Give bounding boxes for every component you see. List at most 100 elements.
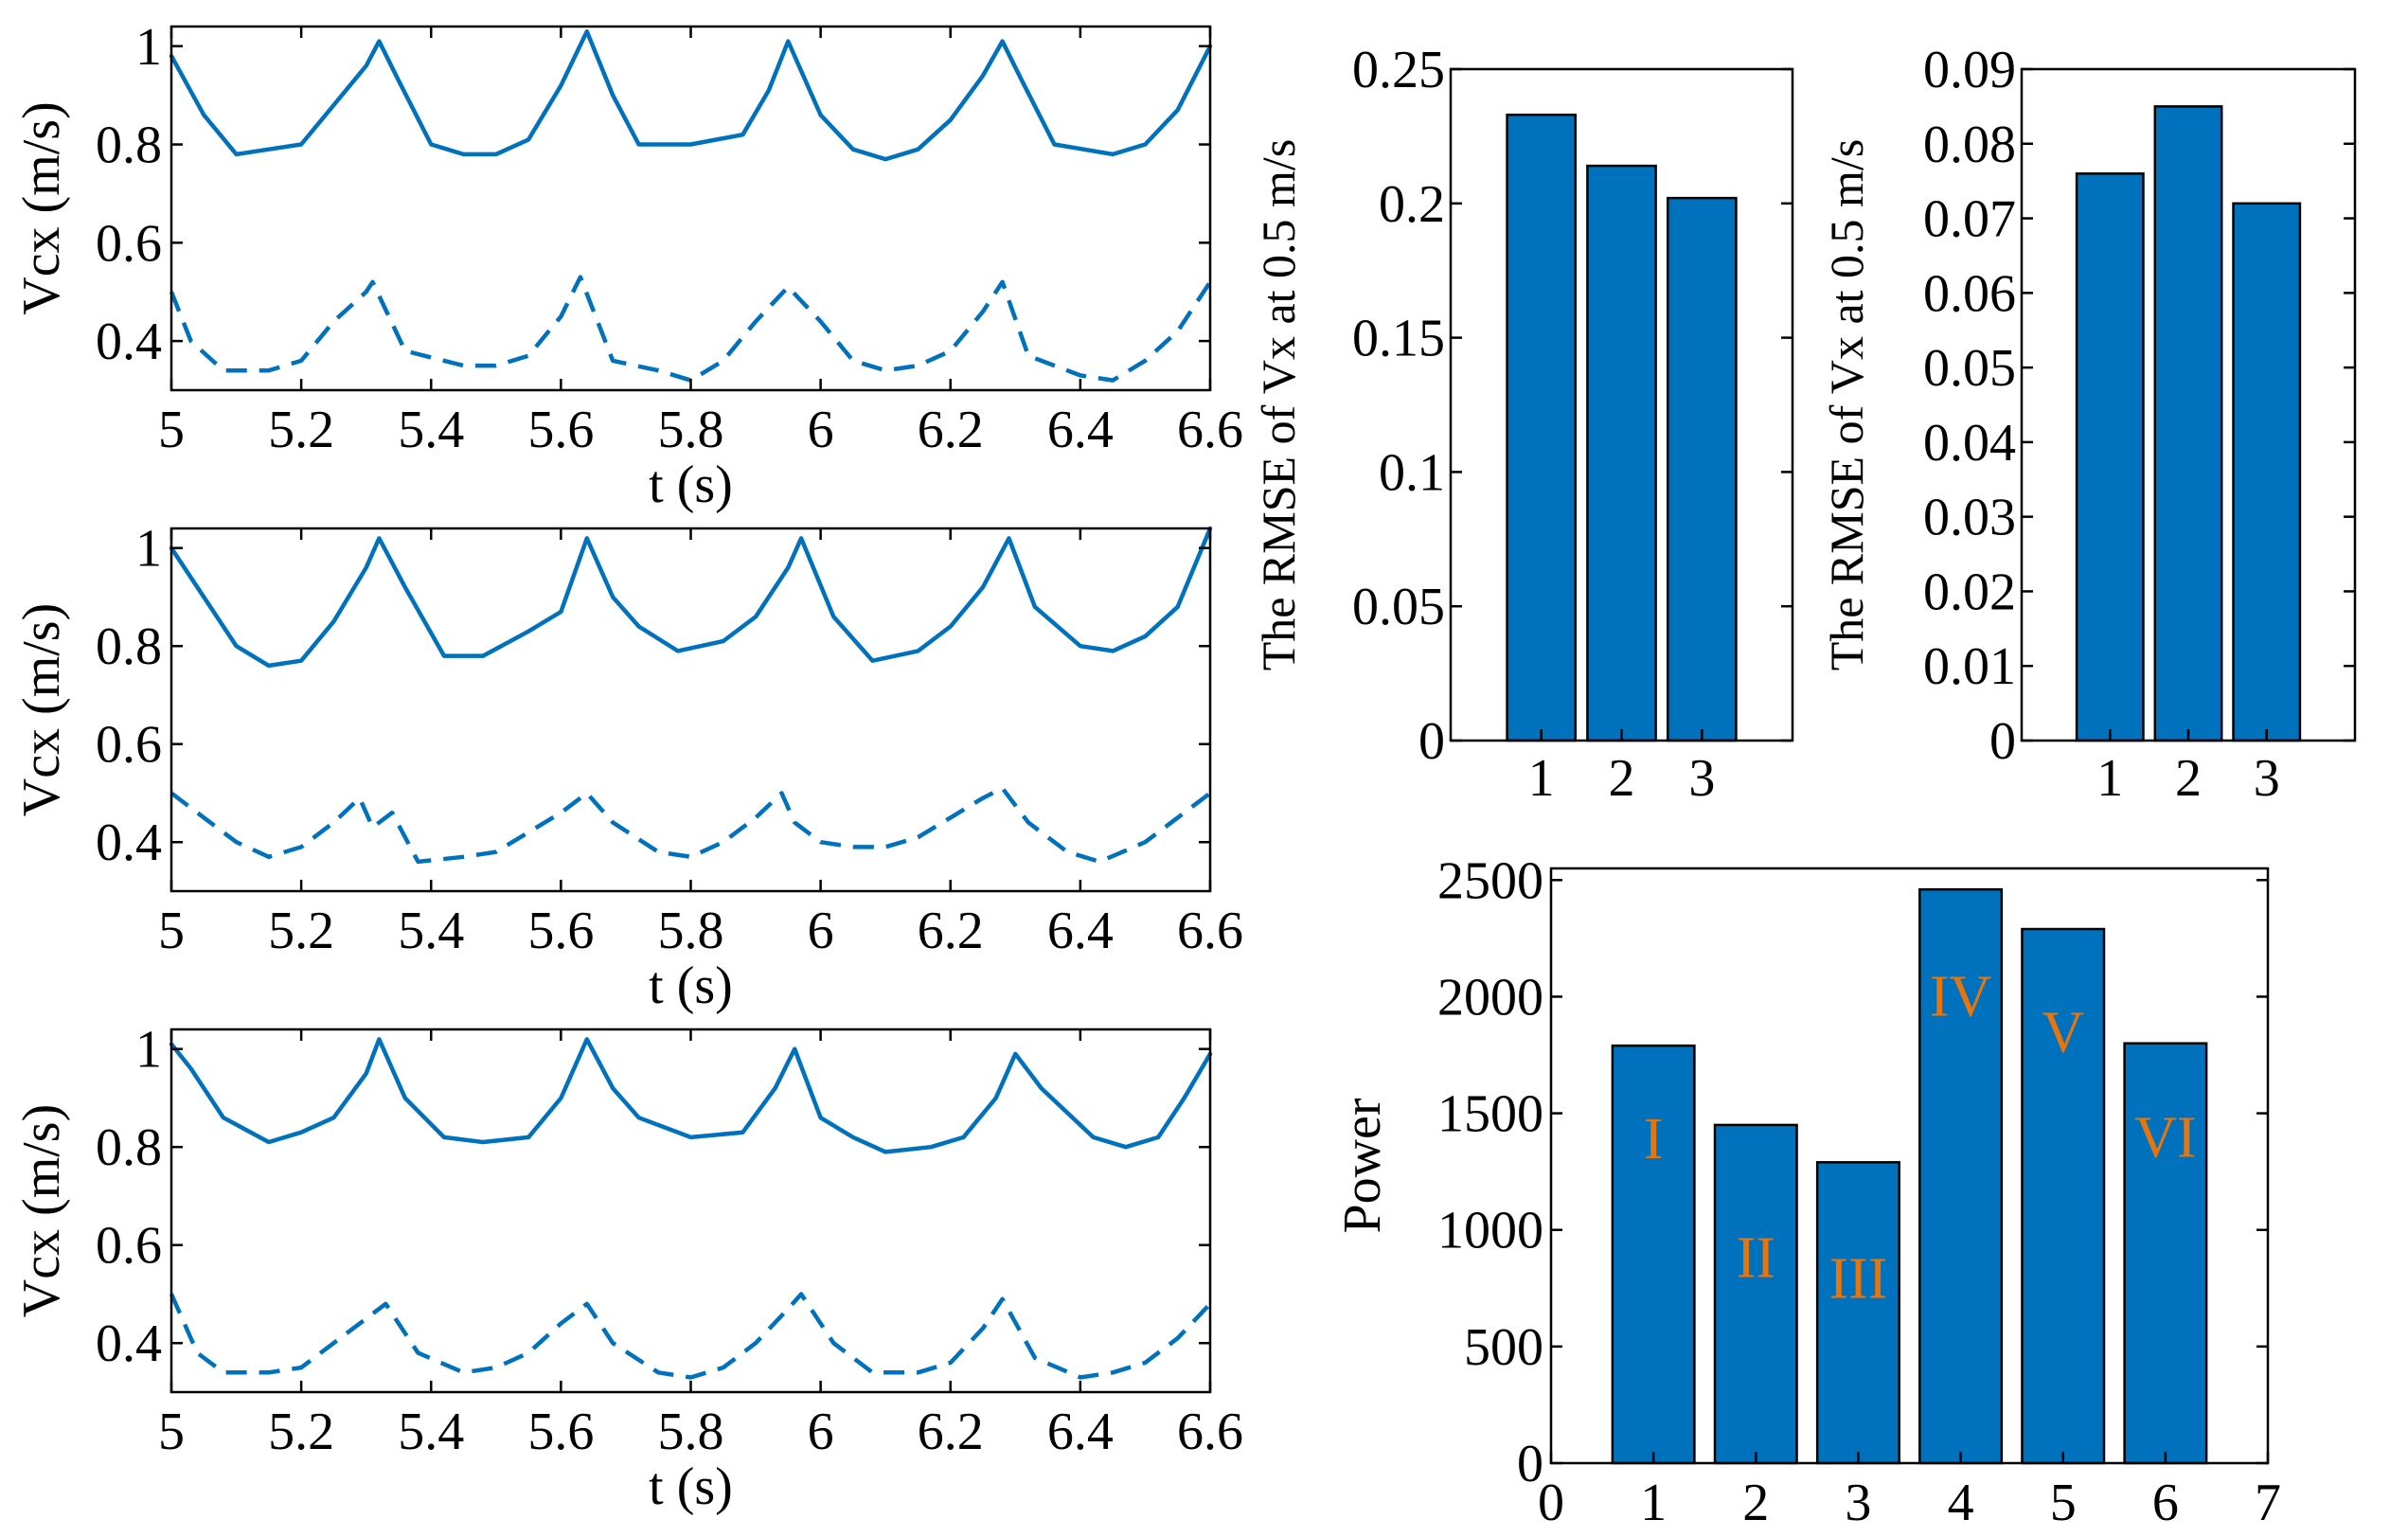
- vcx-1-xtick-label: 6.4: [1047, 401, 1114, 459]
- rmse-2-ytick-label: 0.07: [1923, 190, 2016, 249]
- power-bar-1: [1611, 1044, 1696, 1465]
- rmse-2-xtick-label: 2: [2175, 749, 2202, 808]
- vcx-1-ytick-label: 0.8: [96, 116, 162, 175]
- power-xtick-label: 4: [1948, 1474, 1974, 1532]
- vcx-1-xtick-label: 6: [808, 401, 834, 459]
- vcx-1-xtick-label: 5: [158, 401, 185, 459]
- rmse-1-xtick-label: 3: [1688, 749, 1715, 808]
- vcx-2-axes-frame: [169, 527, 1212, 893]
- rmse-1-xtick-label: 2: [1609, 749, 1635, 808]
- rmse-2-ytick-label: 0.09: [1923, 41, 2016, 99]
- vcx-1-xtick-label: 5.6: [527, 401, 594, 459]
- rmse-1-ytick-label: 0.2: [1379, 175, 1445, 234]
- power-bar-4: [1918, 887, 2004, 1465]
- vcx-1-dashed-line: [169, 275, 1212, 383]
- vcx-3-xtick-label: 6.2: [918, 1403, 984, 1461]
- power-xtick-label: 0: [1538, 1474, 1564, 1532]
- vcx-3-xtick-label: 5.8: [658, 1403, 724, 1461]
- power-axes-frame: [1549, 867, 2270, 1465]
- rmse-2-y-axis-label: The RMSE of Vx at 0.5 m/s: [1820, 139, 1873, 671]
- vcx-1-axes-frame: [169, 25, 1212, 392]
- rmse-1-ytick-label: 0.05: [1352, 578, 1445, 636]
- power-bar-label: III: [1828, 1246, 1887, 1311]
- power-bar-6: [2123, 1042, 2208, 1465]
- vcx-1-xtick-label: 5.8: [658, 401, 724, 459]
- vcx-1-xtick-label: 5.4: [398, 401, 464, 459]
- vcx-2-y-axis-label: Vcx (m/s): [12, 603, 71, 817]
- vcx-1-xtick-label: 6.6: [1177, 401, 1243, 459]
- vcx-2-xtick-label: 5.2: [268, 902, 334, 960]
- vcx-2-solid-line: [169, 526, 1213, 669]
- vcx-3-ytick-label: 0.8: [96, 1118, 162, 1177]
- rmse-2-ytick-label: 0.03: [1923, 489, 2016, 547]
- power-xtick-label: 3: [1845, 1474, 1871, 1532]
- power-ytick-label: 1500: [1437, 1085, 1543, 1144]
- power-bar-3: [1815, 1161, 1900, 1465]
- rmse-2-ytick-label: 0.04: [1923, 414, 2016, 473]
- power-ytick-label: 0: [1517, 1435, 1543, 1493]
- power-bar-label: II: [1737, 1226, 1775, 1291]
- rmse-2-bar-1: [2075, 172, 2145, 742]
- rmse-2-ytick-label: 0.05: [1923, 339, 2016, 398]
- rmse-2-bar-2: [2153, 105, 2223, 742]
- vcx-2-xtick-label: 5: [158, 902, 185, 960]
- rmse-1-ytick-label: 0.25: [1352, 41, 1445, 99]
- rmse-2-xtick-label: 1: [2096, 749, 2123, 808]
- rmse-1-y-axis-label: The RMSE of Vx at 0.5 m/s: [1252, 139, 1305, 671]
- rmse-2-ytick-label: 0.02: [1923, 563, 2016, 621]
- power-y-axis-label: Power: [1333, 1098, 1392, 1233]
- vcx-2-xtick-label: 6.4: [1047, 902, 1114, 960]
- power-xtick-label: 7: [2255, 1474, 2281, 1532]
- power-bar-label: V: [2042, 1001, 2084, 1065]
- rmse-2-ytick-label: 0: [1989, 712, 2016, 771]
- rmse-1-ytick-label: 0.1: [1379, 443, 1445, 502]
- power-xtick-label: 1: [1640, 1474, 1667, 1532]
- vcx-2-xtick-label: 6: [808, 902, 834, 960]
- power-ytick-label: 1000: [1437, 1202, 1543, 1260]
- vcx-3-ytick-label: 1: [135, 1021, 162, 1080]
- vcx-3-axes-frame: [169, 1028, 1212, 1394]
- vcx-3-xtick-label: 5.2: [268, 1403, 334, 1461]
- vcx-3-solid-line: [169, 1037, 1213, 1154]
- power-xtick-label: 5: [2050, 1474, 2077, 1532]
- power-bar-2: [1713, 1123, 1798, 1465]
- vcx-2-ytick-label: 0.8: [96, 617, 162, 676]
- power-bar-label: VI: [2134, 1105, 2196, 1170]
- rmse-2-bar-3: [2232, 202, 2302, 742]
- vcx-2-ytick-label: 0.4: [96, 813, 162, 872]
- vcx-1-y-axis-label: Vcx (m/s): [12, 101, 71, 315]
- vcx-2-xtick-label: 5.4: [398, 902, 464, 960]
- rmse-2-ytick-label: 0.06: [1923, 264, 2016, 323]
- vcx-3-ytick-label: 0.4: [96, 1314, 162, 1373]
- vcx-1-x-axis-label: t (s): [649, 456, 733, 514]
- power-ytick-label: 2500: [1437, 851, 1543, 910]
- vcx-3-y-axis-label: Vcx (m/s): [12, 1104, 71, 1318]
- vcx-2-ytick-label: 1: [135, 520, 162, 579]
- vcx-3-xtick-label: 5.6: [527, 1403, 594, 1461]
- power-xtick-label: 6: [2152, 1474, 2179, 1532]
- vcx-2-ytick-label: 0.6: [96, 716, 162, 775]
- power-ytick-label: 2000: [1437, 968, 1543, 1027]
- vcx-3-x-axis-label: t (s): [649, 1457, 733, 1516]
- vcx-1-ytick-label: 1: [135, 18, 162, 77]
- vcx-2-xtick-label: 5.6: [527, 902, 594, 960]
- vcx-2-xtick-label: 6.6: [1177, 902, 1243, 960]
- vcx-3-xtick-label: 6.4: [1047, 1403, 1114, 1461]
- rmse-2-ytick-label: 0.08: [1923, 116, 2016, 174]
- vcx-1-xtick-label: 6.2: [918, 401, 984, 459]
- rmse-2-xtick-label: 3: [2254, 749, 2280, 808]
- vcx-3-xtick-label: 5: [158, 1403, 185, 1461]
- power-xtick-label: 2: [1742, 1474, 1769, 1532]
- rmse-1-bar-1: [1506, 113, 1578, 742]
- vcx-3-xtick-label: 5.4: [398, 1403, 464, 1461]
- power-bar-label: I: [1644, 1107, 1664, 1171]
- vcx-3-dashed-line: [169, 1292, 1212, 1380]
- rmse-2-ytick-label: 0.01: [1923, 637, 2016, 696]
- vcx-2-dashed-line: [169, 786, 1212, 865]
- rmse-1-ytick-label: 0.15: [1352, 310, 1445, 368]
- power-ytick-label: 500: [1464, 1318, 1543, 1377]
- vcx-3-xtick-label: 6: [808, 1403, 834, 1461]
- vcx-3-xtick-label: 6.6: [1177, 1403, 1243, 1461]
- vcx-1-solid-line: [169, 28, 1213, 162]
- vcx-2-x-axis-label: t (s): [649, 956, 733, 1015]
